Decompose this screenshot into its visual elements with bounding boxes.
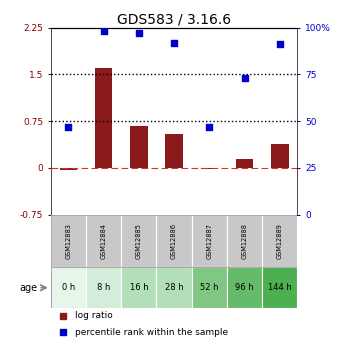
Bar	[156, 215, 192, 267]
Point	[101, 29, 106, 34]
Text: GSM12888: GSM12888	[242, 223, 247, 259]
Text: GSM12889: GSM12889	[277, 223, 283, 259]
Text: GSM12883: GSM12883	[65, 223, 71, 259]
Bar	[271, 144, 289, 168]
Point	[242, 75, 247, 81]
Bar	[51, 267, 86, 308]
Bar	[236, 159, 254, 168]
Bar	[156, 267, 192, 308]
Text: GSM12887: GSM12887	[206, 223, 212, 259]
Bar	[200, 168, 218, 169]
Text: GSM12886: GSM12886	[171, 223, 177, 259]
Text: 0 h: 0 h	[62, 283, 75, 292]
Bar	[227, 215, 262, 267]
Text: 144 h: 144 h	[268, 283, 292, 292]
Text: GSM12885: GSM12885	[136, 223, 142, 259]
Bar	[165, 134, 183, 168]
Point	[171, 40, 177, 45]
Point	[136, 30, 142, 36]
Text: log ratio: log ratio	[75, 311, 113, 320]
Text: 28 h: 28 h	[165, 283, 184, 292]
Text: 96 h: 96 h	[235, 283, 254, 292]
Point	[207, 124, 212, 130]
Bar	[86, 215, 121, 267]
Title: GDS583 / 3.16.6: GDS583 / 3.16.6	[117, 12, 231, 27]
Text: 52 h: 52 h	[200, 283, 219, 292]
Bar	[192, 215, 227, 267]
Text: 16 h: 16 h	[129, 283, 148, 292]
Bar	[86, 267, 121, 308]
Text: GSM12884: GSM12884	[101, 223, 106, 259]
Text: percentile rank within the sample: percentile rank within the sample	[75, 328, 228, 337]
Bar	[130, 126, 148, 168]
Bar	[192, 267, 227, 308]
Point	[66, 124, 71, 130]
Bar	[262, 215, 297, 267]
Bar	[95, 68, 112, 168]
Bar	[227, 267, 262, 308]
Bar	[262, 267, 297, 308]
Text: 8 h: 8 h	[97, 283, 110, 292]
Bar	[59, 168, 77, 170]
Point	[277, 42, 283, 47]
Bar	[51, 215, 86, 267]
Bar	[121, 267, 156, 308]
Bar	[121, 215, 156, 267]
Text: age: age	[19, 283, 37, 293]
